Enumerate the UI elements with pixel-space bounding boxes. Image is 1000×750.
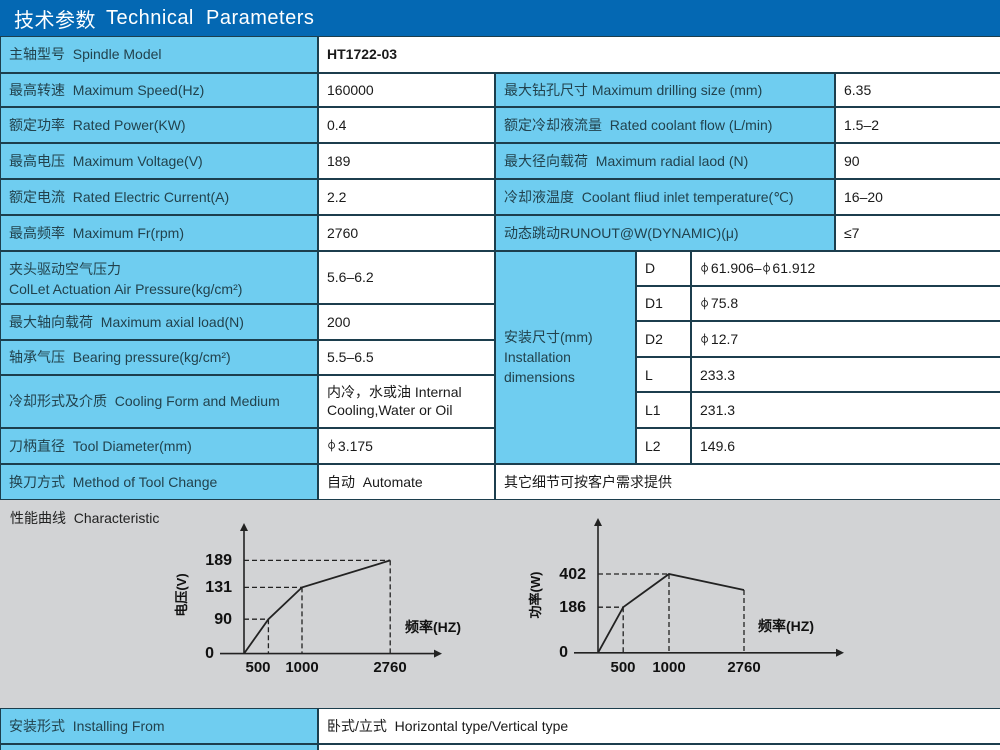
svg-text:2760: 2760 bbox=[727, 659, 760, 676]
svg-text:500: 500 bbox=[245, 659, 270, 676]
svg-text:2760: 2760 bbox=[373, 659, 406, 676]
svg-text:频率(HZ): 频率(HZ) bbox=[758, 618, 814, 634]
svg-text:402: 402 bbox=[559, 566, 586, 583]
svg-text:0: 0 bbox=[559, 644, 568, 661]
svg-text:频率(HZ): 频率(HZ) bbox=[405, 619, 461, 635]
svg-text:186: 186 bbox=[559, 599, 586, 616]
svg-text:功率(W): 功率(W) bbox=[528, 572, 543, 619]
svg-text:131: 131 bbox=[205, 579, 232, 596]
svg-text:189: 189 bbox=[205, 552, 232, 569]
svg-text:0: 0 bbox=[205, 645, 214, 662]
svg-text:1000: 1000 bbox=[652, 659, 685, 676]
svg-text:电压(V): 电压(V) bbox=[174, 573, 189, 616]
svg-text:90: 90 bbox=[214, 611, 232, 628]
svg-text:500: 500 bbox=[610, 659, 635, 676]
svg-text:1000: 1000 bbox=[285, 659, 318, 676]
